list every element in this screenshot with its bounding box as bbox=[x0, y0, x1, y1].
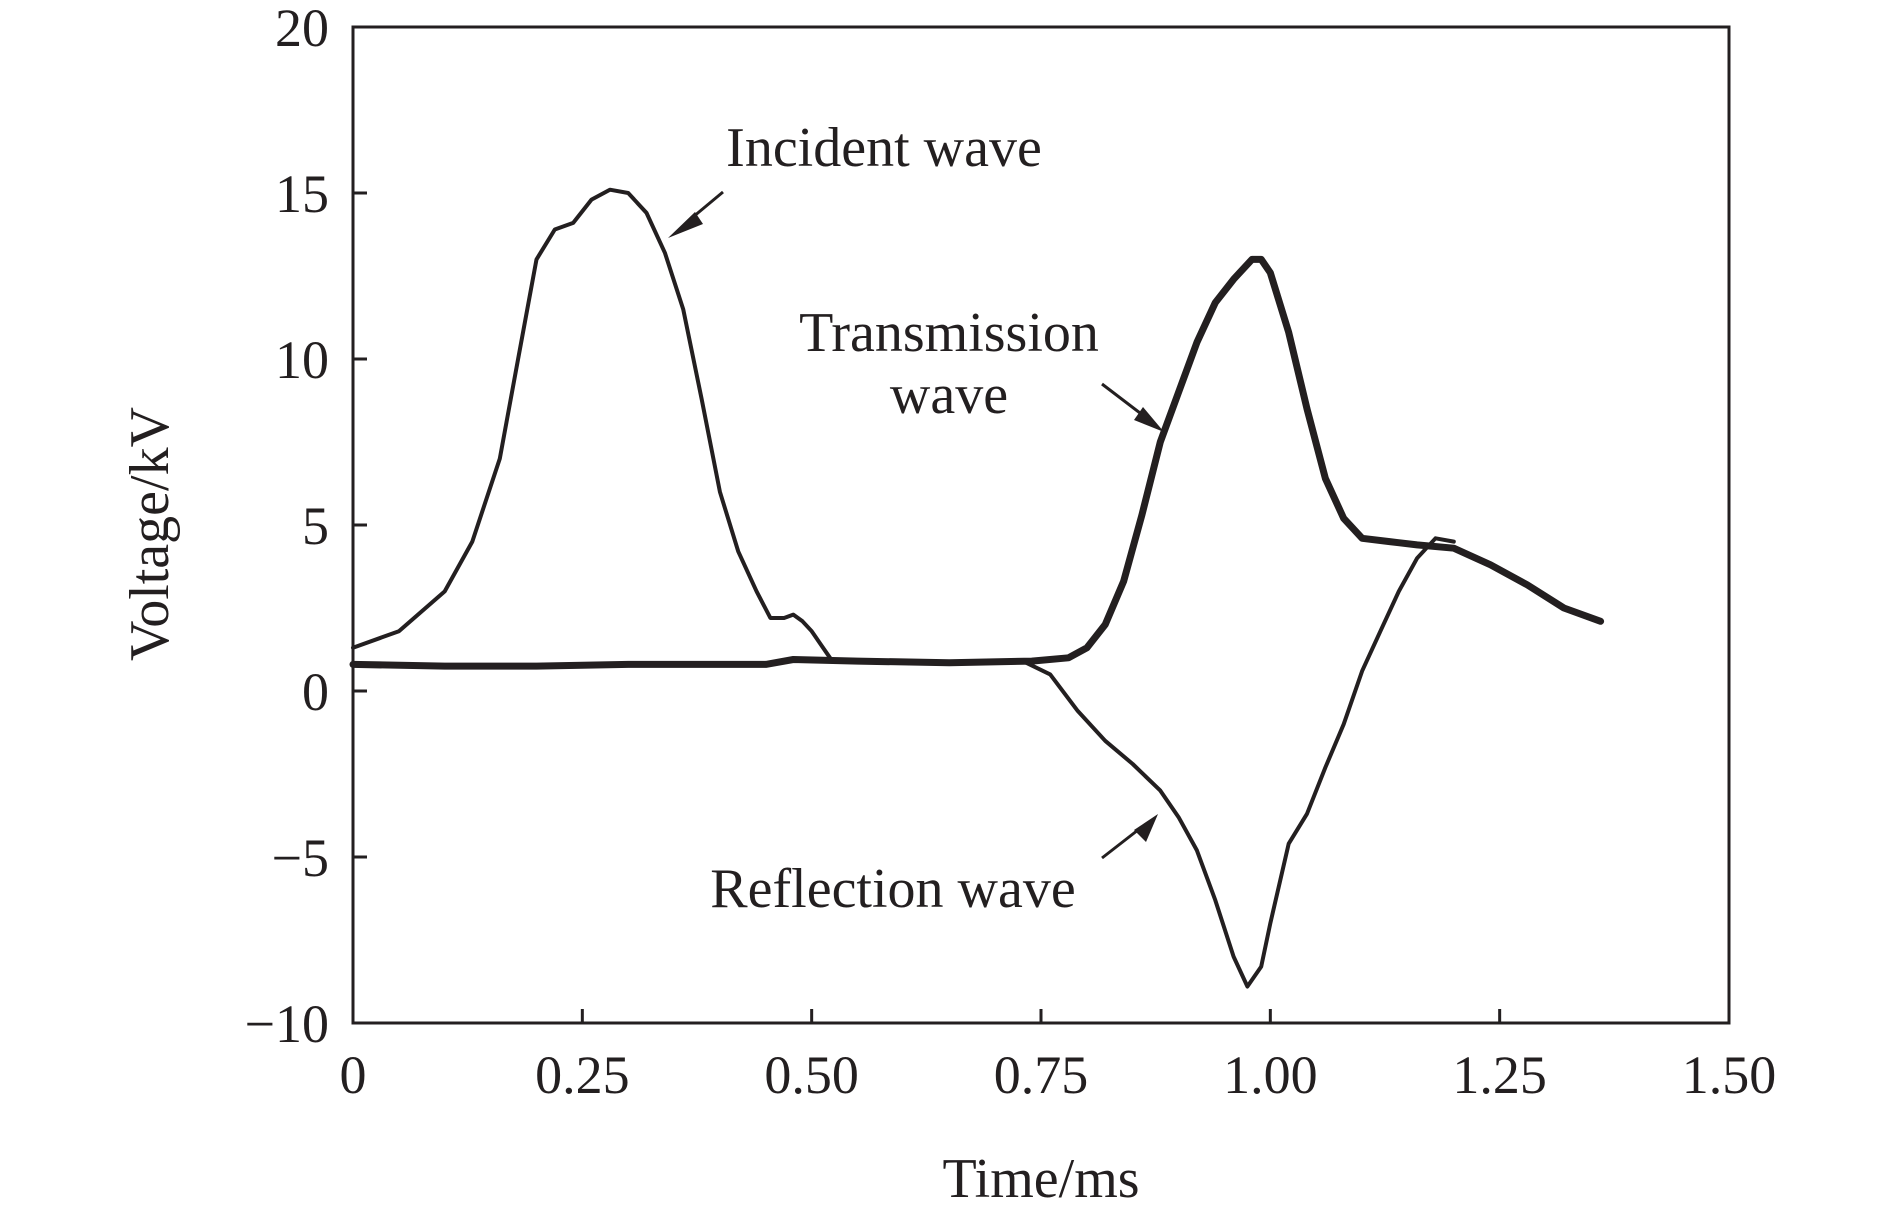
x-tick-labels: 0 0.25 0.50 0.75 1.00 1.25 1.50 bbox=[340, 1045, 1777, 1105]
x-tick-label: 0.25 bbox=[535, 1045, 630, 1105]
y-tick-label: 5 bbox=[302, 496, 329, 556]
incident-wave-arrow bbox=[668, 190, 724, 238]
reflection-wave-line bbox=[1020, 536, 1456, 989]
x-tick-label: 1.25 bbox=[1452, 1045, 1547, 1105]
transmission-wave-line bbox=[349, 255, 1605, 670]
transmission-wave-arrow bbox=[1101, 382, 1164, 432]
x-tick-label: 0.75 bbox=[994, 1045, 1089, 1105]
incident-wave-line bbox=[351, 187, 832, 660]
transmission-wave-annotation-line1: Transmission bbox=[799, 302, 1099, 364]
y-tick-labels: −10 −5 0 5 10 15 20 bbox=[245, 0, 329, 1054]
x-tick-label: 0.50 bbox=[764, 1045, 859, 1105]
axis-ticks bbox=[351, 25, 1731, 1025]
transmission-wave-annotation-line2: wave bbox=[890, 364, 1008, 426]
x-tick-label: 1.50 bbox=[1682, 1045, 1777, 1105]
x-axis-title: Time/ms bbox=[942, 1148, 1139, 1210]
transmission-wave-arrow-shaft bbox=[1101, 382, 1145, 418]
x-tick-label: 0 bbox=[340, 1045, 367, 1105]
reflection-wave-arrow bbox=[1101, 814, 1158, 860]
reflection-wave-arrow-shaft bbox=[1101, 828, 1139, 860]
y-tick-label: −10 bbox=[245, 994, 329, 1054]
y-tick-label: 15 bbox=[275, 164, 329, 224]
incident-wave-annotation: Incident wave bbox=[726, 117, 1042, 179]
incident-wave-arrowhead bbox=[668, 212, 703, 238]
y-tick-label: 10 bbox=[275, 330, 329, 390]
transmission-wave-arrowhead bbox=[1134, 407, 1164, 432]
y-axis-title: Voltage/kV bbox=[119, 407, 181, 661]
y-tick-label: 0 bbox=[302, 662, 329, 722]
x-tick-label: 1.00 bbox=[1223, 1045, 1318, 1105]
y-tick-label: −5 bbox=[272, 828, 329, 888]
reflection-wave-arrowhead bbox=[1134, 814, 1158, 842]
y-tick-label: 20 bbox=[275, 0, 329, 58]
series-layer bbox=[349, 187, 1605, 989]
reflection-wave-annotation: Reflection wave bbox=[710, 858, 1075, 920]
